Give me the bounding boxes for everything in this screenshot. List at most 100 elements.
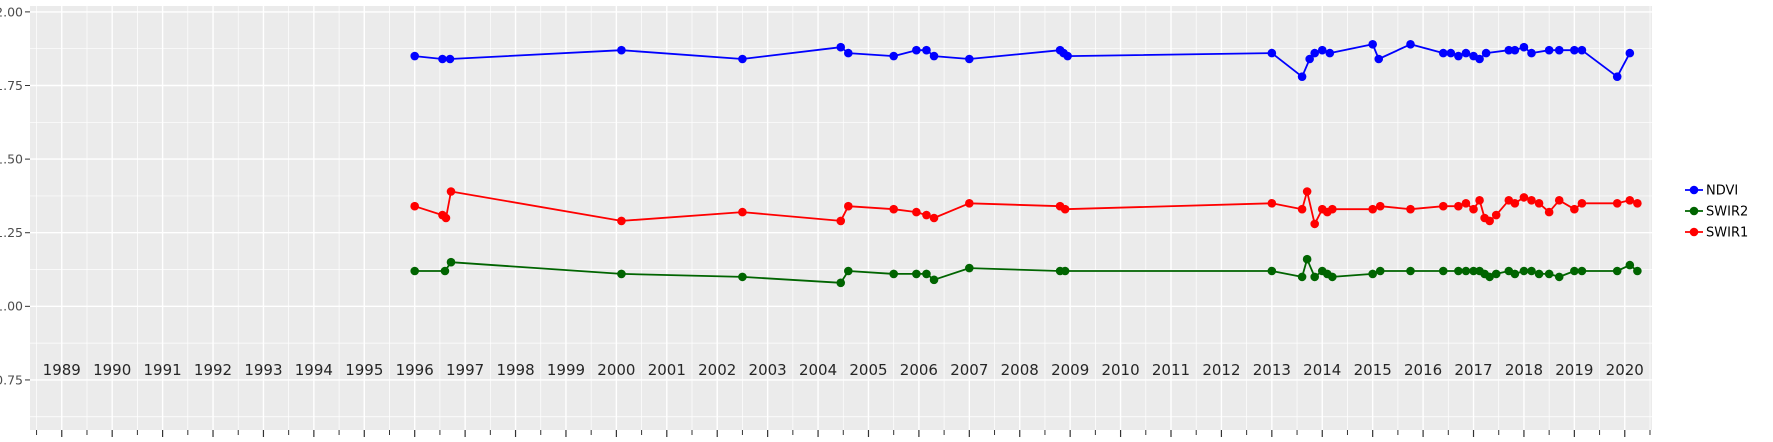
data-point [1063,51,1072,61]
data-point [1302,254,1312,264]
x-tick-label: 2011 [1152,361,1190,379]
x-tick-label: 1995 [345,361,383,379]
data-point [1305,54,1314,64]
data-point [410,51,420,61]
legend-label: SWIR1 [1706,226,1748,241]
series-SWIR1 [410,187,1642,229]
x-tick-label: 2009 [1051,361,1089,379]
data-point [1475,196,1484,205]
data-point [1534,269,1544,279]
data-point [912,269,921,279]
data-point [1438,266,1448,276]
data-point [836,42,846,52]
x-tick-label: 2001 [648,361,686,379]
data-point [617,45,626,55]
data-point [1612,72,1622,81]
data-point [836,216,846,226]
data-point [1375,201,1385,211]
x-tick-label: 2004 [799,361,837,379]
legend-label: NDVI [1706,184,1738,199]
data-point [1310,219,1319,229]
legend-key-point [1689,227,1699,237]
x-tick-label: 2010 [1101,361,1139,379]
legend: NDVI SWIR2 SWIR1 [1685,184,1748,241]
data-point [1375,266,1385,276]
x-tick-label: 1991 [144,361,182,379]
data-point [1368,204,1377,214]
data-point [1325,48,1335,58]
data-point [1328,272,1337,282]
data-point [1554,45,1564,55]
y-tick-label: 1.25 [0,225,23,240]
data-point [1310,272,1319,282]
data-point [1297,204,1307,214]
data-point [1469,266,1478,276]
data-point [1519,266,1529,276]
data-point [844,48,853,58]
y-tick-label: 1.75 [0,78,23,93]
x-tick-label: 1997 [446,361,484,379]
data-point [1454,266,1463,276]
data-point [1481,48,1491,58]
data-point [889,51,898,61]
data-point [1446,48,1456,58]
data-point [1454,201,1463,211]
data-point [1527,196,1536,205]
data-point [1461,48,1471,58]
data-point [1612,198,1622,208]
data-point [1577,45,1587,55]
data-point [922,210,931,220]
data-point [440,266,450,276]
data-point [1510,269,1520,279]
data-point [889,269,898,279]
data-point [1504,45,1514,55]
data-point [1461,266,1471,276]
data-point [738,272,747,282]
data-point [1633,198,1642,208]
x-tick-label: 2000 [597,361,635,379]
legend-label: SWIR2 [1706,205,1748,220]
data-point [1527,48,1536,58]
data-point [1267,266,1277,276]
data-point [1374,54,1384,64]
data-point [1438,48,1448,58]
legend-key-point [1689,206,1699,216]
data-point [1491,210,1501,220]
data-point [617,216,626,226]
x-tick-label: 1996 [396,361,434,379]
x-tick-label: 2014 [1303,361,1341,379]
data-point [922,269,931,279]
x-tick-label: 2007 [950,361,988,379]
data-point [1612,266,1622,276]
data-point [844,201,853,211]
y-tick-label: 0.75 [0,372,23,387]
data-point [1554,272,1564,282]
x-tick-label: 1999 [547,361,585,379]
y-tick-label: 1.00 [0,299,23,314]
data-point [1267,48,1277,58]
x-tick-label: 2018 [1505,361,1543,379]
y-tick-label: 1.50 [0,151,23,166]
y-tick-label: 2.00 [0,4,23,19]
data-point [1060,204,1070,214]
data-point [1267,198,1277,208]
data-point [912,207,921,217]
data-point [1510,198,1520,208]
axis-ticks [25,11,1651,437]
x-tick-label: 1989 [43,361,81,379]
data-point [1570,45,1579,55]
data-point [1297,272,1307,282]
data-point [1469,204,1478,214]
data-point [1519,42,1529,52]
data-point [929,275,939,285]
x-tick-label: 2006 [900,361,938,379]
x-tick-label: 2012 [1202,361,1240,379]
data-point [1625,196,1635,205]
data-point [965,198,974,208]
data-point [1577,266,1587,276]
data-point [438,54,447,64]
data-point [1406,39,1415,49]
data-point [912,45,921,55]
data-point [1510,45,1520,55]
